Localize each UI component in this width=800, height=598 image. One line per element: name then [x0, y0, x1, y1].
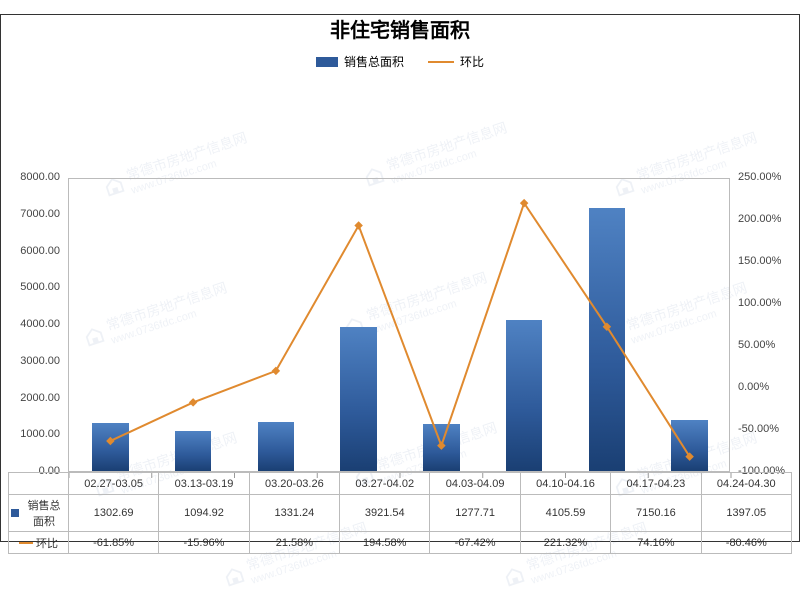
- line-marker: [354, 221, 362, 229]
- chart-area: 常德市房地产信息网www.0736fdc.com常德市房地产信息网www.073…: [0, 70, 800, 598]
- legend-swatch-line: [428, 61, 454, 63]
- table-cell: -67.42%: [430, 532, 520, 554]
- table-cell: 02.27-03.05: [68, 473, 158, 495]
- table-cell: 03.13-03.19: [159, 473, 249, 495]
- line-marker: [106, 437, 114, 445]
- y-left-tick-label: 8000.00: [0, 171, 60, 183]
- table-cell: 221.32%: [520, 532, 610, 554]
- table-cell: 194.58%: [340, 532, 430, 554]
- y-left-tick-label: 2000.00: [0, 392, 60, 404]
- line-marker: [437, 441, 445, 449]
- y-right-tick-label: 50.00%: [738, 339, 775, 351]
- line-series: [110, 203, 689, 456]
- table-cell: 7150.16: [611, 495, 701, 532]
- table-cell: 04.17-04.23: [611, 473, 701, 495]
- y-right-tick-label: 0.00%: [738, 381, 769, 393]
- table-cell: 1397.05: [701, 495, 791, 532]
- y-right-tick-label: 200.00%: [738, 213, 781, 225]
- table-row-line-head: 环比: [9, 532, 69, 554]
- table-row-bar-head: 销售总面积: [9, 495, 69, 532]
- table-cell: 03.20-03.26: [249, 473, 339, 495]
- table-cell: 1331.24: [249, 495, 339, 532]
- line-icon: [19, 542, 33, 544]
- plot-area: [68, 178, 730, 472]
- table-cell: -80.46%: [701, 532, 791, 554]
- table-cell: 1302.69: [68, 495, 158, 532]
- y-left-tick-label: 1000.00: [0, 428, 60, 440]
- y-right-tick-label: 250.00%: [738, 171, 781, 183]
- table-row-bar: 销售总面积1302.691094.921331.243921.541277.71…: [9, 495, 792, 532]
- y-left-tick-label: 7000.00: [0, 208, 60, 220]
- table-cell: 03.27-04.02: [340, 473, 430, 495]
- bar-icon: [11, 509, 19, 517]
- y-left-tick-label: 5000.00: [0, 281, 60, 293]
- table-row-line: 环比-61.85%-15.96%21.58%194.58%-67.42%221.…: [9, 532, 792, 554]
- table-cell: 21.58%: [249, 532, 339, 554]
- line-marker: [189, 398, 197, 406]
- table-cell: -15.96%: [159, 532, 249, 554]
- y-left-tick-label: 6000.00: [0, 245, 60, 257]
- y-right-tick-label: 150.00%: [738, 255, 781, 267]
- table-cell: 74.16%: [611, 532, 701, 554]
- table-cell: 1277.71: [430, 495, 520, 532]
- table-cell: 04.03-04.09: [430, 473, 520, 495]
- y-left-tick-label: 4000.00: [0, 318, 60, 330]
- line-marker: [272, 367, 280, 375]
- y-left-tick-label: 3000.00: [0, 355, 60, 367]
- table-cell: 04.10-04.16: [520, 473, 610, 495]
- table-cell: 1094.92: [159, 495, 249, 532]
- table-row-categories-head: [9, 473, 69, 495]
- table-row-categories: 02.27-03.0503.13-03.1903.20-03.2603.27-0…: [9, 473, 792, 495]
- line-layer: [69, 179, 731, 473]
- table-cell: 04.24-04.30: [701, 473, 791, 495]
- y-right-tick-label: 100.00%: [738, 297, 781, 309]
- table-cell: 4105.59: [520, 495, 610, 532]
- table-cell: -61.85%: [68, 532, 158, 554]
- y-right-tick-label: -50.00%: [738, 423, 779, 435]
- data-table: 02.27-03.0503.13-03.1903.20-03.2603.27-0…: [8, 472, 792, 554]
- table-cell: 3921.54: [340, 495, 430, 532]
